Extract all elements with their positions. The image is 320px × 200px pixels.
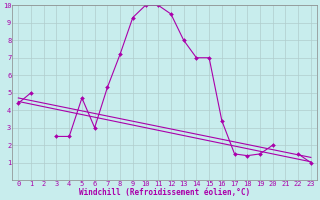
X-axis label: Windchill (Refroidissement éolien,°C): Windchill (Refroidissement éolien,°C) [79,188,250,197]
